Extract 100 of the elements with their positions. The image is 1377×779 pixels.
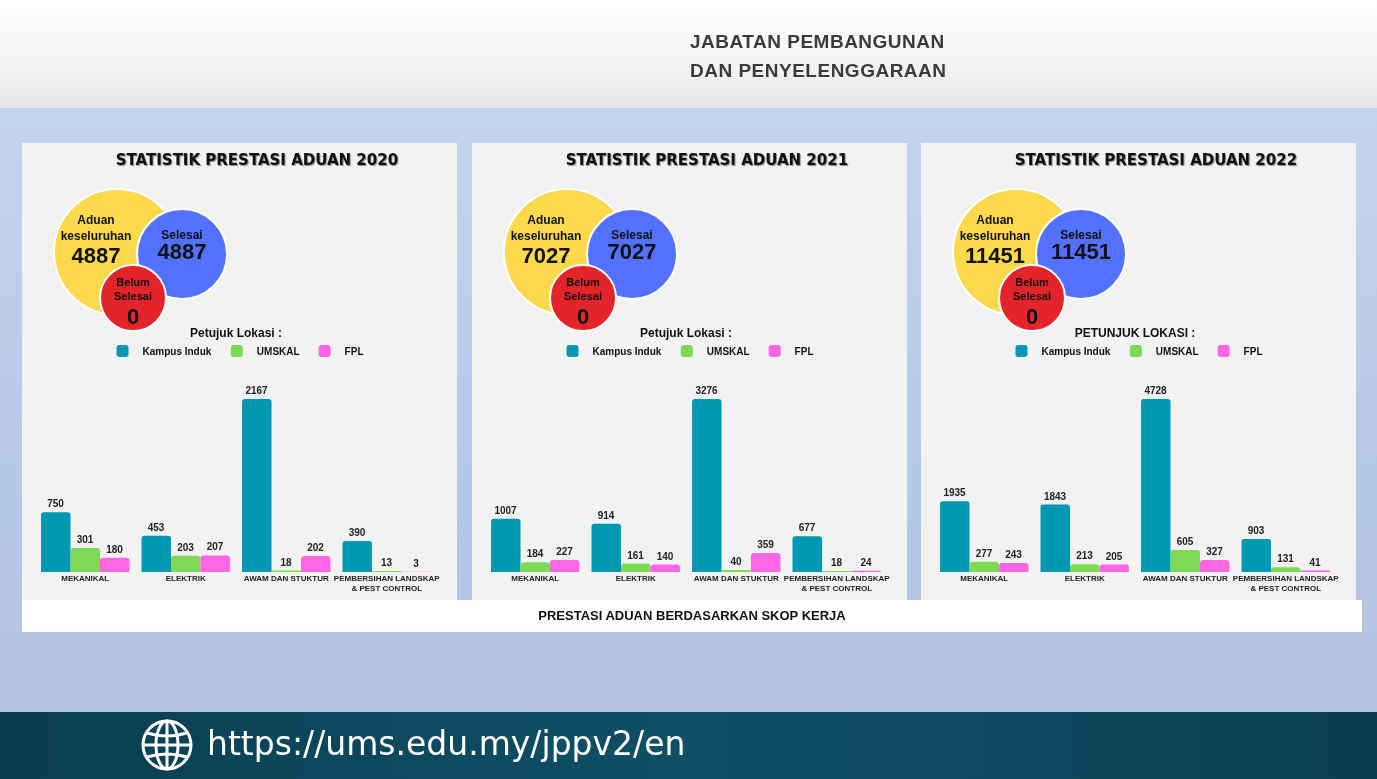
category-label: Belum Selesai [564,275,602,302]
data-label: 677 [798,522,816,534]
data-label: 1007 [494,504,518,516]
data-label: 2167 [245,385,269,397]
bar [1199,560,1230,572]
data-label: 453 [147,521,165,533]
bar [491,518,521,572]
bar [692,399,722,572]
bar [342,540,373,572]
data-label: 18 [280,556,293,568]
data-label: 4728 [1144,385,1168,397]
bar [300,555,331,572]
data-label: 207 [206,541,224,553]
bar [99,557,130,572]
legend-label: FPL [794,346,814,357]
data-label: 1935 [943,487,967,499]
data-label: 243 [1005,549,1023,561]
category-label: Aduan keseluruhan [60,213,132,243]
x-tick-label: ELEKTRIK [165,574,206,583]
data-label: 205 [1105,550,1123,562]
x-tick-label: MEKANIKAL [511,574,560,583]
data-label: 0 [126,303,140,329]
category-label: Belum Selesai [114,275,152,302]
bar [1070,564,1100,572]
data-label: 41 [1309,556,1322,568]
legend-label: UMSKAL [256,346,300,357]
bar [1271,567,1301,572]
legend-title: Petujuk Lokasi : [189,325,283,340]
data-label: 24 [860,556,873,568]
legend-label: Kampus Induk [592,346,662,357]
bar [650,564,680,572]
x-tick-label: PEMBERSIHAN LANDSKAP & PEST CONTROL [333,574,441,594]
text: PRESTASI ADUAN BERDASARKAN SKOP KERJA [22,600,1362,632]
bar [1170,549,1200,572]
bar [520,562,550,572]
x-tick-label: ELEKTRIK [615,574,656,583]
data-label: 13 [380,556,393,568]
data-label: 3276 [695,385,719,397]
legend-label: UMSKAL [1155,346,1199,357]
data-label: 750 [47,498,65,510]
data-label: 359 [757,539,775,551]
data-label: 903 [1247,524,1265,536]
category-label: Aduan keseluruhan [510,213,582,243]
bar [1040,504,1071,572]
legend-label: Kampus Induk [142,346,212,357]
data-label: 202 [307,541,325,553]
text: STATISTIK PRESTASI ADUAN 2020 [115,151,399,170]
bar [721,569,751,572]
text: STATISTIK PRESTASI ADUAN 2021 [565,151,849,170]
data-label: 18 [830,557,843,569]
data-label: 140 [656,550,674,562]
data-label: 0 [576,303,590,329]
bar [141,535,172,572]
bar [1241,538,1272,572]
bar [41,512,71,572]
x-tick-label: ELEKTRIK [1064,574,1105,583]
x-tick-label: PEMBERSIHAN LANDSKAP & PEST CONTROL [783,574,891,594]
bar [998,563,1029,572]
bar [171,555,201,572]
bar [792,536,823,572]
data-label: 11451 [965,242,1025,268]
x-tick-label: AWAM DAN STUKTUR [693,574,779,583]
text: JABATAN PEMBANGUNAN DAN PENYELENGGARAAN [690,30,948,83]
bar [621,563,651,572]
data-label: 3 [413,557,420,569]
data-label: 180 [106,543,124,555]
data-label: 161 [627,549,645,561]
category-label: Belum Selesai [1013,275,1051,302]
bar [1141,399,1171,572]
x-tick-label: AWAM DAN STUKTUR [1142,574,1228,583]
data-label: 277 [975,547,993,559]
legend-label: UMSKAL [706,346,750,357]
bar [1099,564,1129,572]
bar [940,501,970,572]
data-label: 203 [177,541,195,553]
x-tick-label: MEKANIKAL [960,574,1009,583]
data-label: 131 [1277,553,1295,565]
text: https://ums.edu.my/jppv2/en [207,723,686,765]
legend-title: PETUNJUK LOKASI : [1074,325,1196,340]
category-label: Aduan keseluruhan [959,213,1031,243]
legend-label: FPL [1243,346,1263,357]
data-label: 390 [348,526,366,538]
bar [242,399,272,572]
data-label: 4887 [71,242,121,268]
data-label: 213 [1076,550,1094,562]
bar [591,523,622,572]
data-label: 914 [597,509,615,521]
x-tick-label: MEKANIKAL [61,574,110,583]
x-tick-label: PEMBERSIHAN LANDSKAP & PEST CONTROL [1232,574,1340,594]
data-label: 7027 [521,242,571,268]
bar [549,560,580,572]
legend-label: FPL [344,346,364,357]
bar [200,555,230,572]
data-label: 1843 [1043,490,1067,502]
data-label: 327 [1206,546,1224,558]
legend-label: Kampus Induk [1041,346,1111,357]
data-label: 301 [76,533,94,545]
text: STATISTIK PRESTASI ADUAN 2022 [1014,151,1298,170]
legend-title: Petujuk Lokasi : [639,325,733,340]
data-label: 605 [1176,535,1194,547]
